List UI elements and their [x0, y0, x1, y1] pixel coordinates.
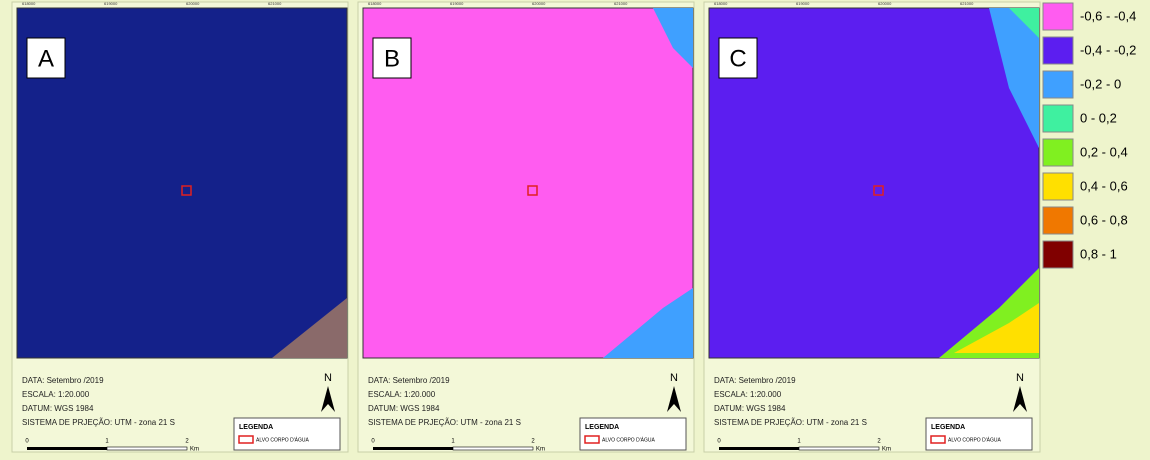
- panel-label: B: [384, 45, 400, 72]
- north-arrow: [1013, 386, 1027, 412]
- map-region: [653, 8, 693, 68]
- scale-label: 2: [185, 439, 189, 445]
- legend-swatch: [1042, 172, 1074, 201]
- map-region: [989, 8, 1039, 148]
- map-info: DATA: Setembro /2019: [714, 376, 796, 385]
- legend-swatch: [1042, 104, 1074, 133]
- scale-label: 0: [25, 439, 29, 445]
- coordinate-label: 619000: [104, 1, 118, 6]
- legend-label: 0,6 - 0,8: [1080, 212, 1128, 227]
- north-arrow: [321, 386, 335, 412]
- map-info: DATA: Setembro /2019: [368, 376, 450, 385]
- scale-bar: [452, 446, 534, 451]
- inset-legend-item: ALVO CORPO D'ÁGUA: [256, 436, 309, 443]
- scale-unit: Km: [536, 447, 545, 453]
- scale-label: 0: [371, 439, 375, 445]
- coordinate-label: 618000: [22, 1, 36, 6]
- legend-label: 0,8 - 1: [1080, 246, 1117, 261]
- inset-legend-title: LEGENDA: [585, 424, 619, 431]
- legend-swatch: [1042, 138, 1074, 167]
- scale-bar: [373, 447, 453, 450]
- legend-label: 0,2 - 0,4: [1080, 144, 1128, 159]
- legend-label: -0,4 - -0,2: [1080, 42, 1136, 57]
- coordinate-label: 620000: [878, 1, 892, 6]
- legend-swatch: [1042, 2, 1074, 31]
- legend-label: -0,2 - 0: [1080, 76, 1121, 91]
- legend-swatch: [1042, 206, 1074, 235]
- north-label: N: [324, 372, 332, 384]
- inset-legend-item: ALVO CORPO D'ÁGUA: [948, 436, 1001, 443]
- inset-legend-symbol: [584, 435, 600, 444]
- panel-label: A: [38, 45, 54, 72]
- coordinate-label: 621000: [614, 1, 628, 6]
- scale-label: 2: [531, 439, 535, 445]
- target-marker: [873, 185, 884, 196]
- legend-swatch: [1042, 240, 1074, 269]
- scale-unit: Km: [190, 447, 199, 453]
- coordinate-label: 618000: [714, 1, 728, 6]
- map-info: ESCALA: 1:20.000: [714, 390, 782, 399]
- inset-legend-item: ALVO CORPO D'ÁGUA: [602, 436, 655, 443]
- map-info: DATUM: WGS 1984: [22, 404, 94, 413]
- map-region: [603, 288, 693, 358]
- north-arrow: [667, 386, 681, 412]
- scale-bar: [798, 446, 880, 451]
- scale-label: 0: [717, 439, 721, 445]
- map-info: ESCALA: 1:20.000: [368, 390, 436, 399]
- inset-legend-symbol: [930, 435, 946, 444]
- legend-swatch: [1042, 36, 1074, 65]
- panel-label-box: [372, 37, 412, 79]
- map-region: [954, 303, 1039, 353]
- scale-unit: Km: [882, 447, 891, 453]
- coordinate-label: 621000: [960, 1, 974, 6]
- north-label: N: [670, 372, 678, 384]
- panel-label-box: [718, 37, 758, 79]
- map-image: [16, 7, 348, 359]
- coordinate-label: 621000: [268, 1, 282, 6]
- map-info: DATA: Setembro /2019: [22, 376, 104, 385]
- scale-label: 1: [105, 439, 109, 445]
- panel-label-box: [26, 37, 66, 79]
- inset-legend-title: LEGENDA: [931, 424, 965, 431]
- legend-label: 0 - 0,2: [1080, 110, 1117, 125]
- target-marker: [181, 185, 192, 196]
- map-image: [708, 7, 1040, 359]
- map-info: DATUM: WGS 1984: [368, 404, 440, 413]
- legend-swatch: [1042, 70, 1074, 99]
- coordinate-label: 620000: [532, 1, 546, 6]
- inset-legend-symbol: [238, 435, 254, 444]
- scale-label: 1: [451, 439, 455, 445]
- scale-bar: [719, 447, 799, 450]
- panel-label: C: [729, 45, 746, 72]
- coordinate-label: 620000: [186, 1, 200, 6]
- map-info: SISTEMA DE PRJEÇÃO: UTM - zona 21 S: [714, 418, 867, 427]
- inset-legend-box: [579, 417, 687, 451]
- scale-label: 2: [877, 439, 881, 445]
- inset-legend-box: [233, 417, 341, 451]
- map-info: ESCALA: 1:20.000: [22, 390, 90, 399]
- coordinate-label: 618000: [368, 1, 382, 6]
- coordinate-label: 619000: [450, 1, 464, 6]
- map-info: SISTEMA DE PRJEÇÃO: UTM - zona 21 S: [22, 418, 175, 427]
- map-region: [272, 298, 347, 358]
- legend-label: -0,6 - -0,4: [1080, 8, 1136, 23]
- target-marker: [527, 185, 538, 196]
- map-info: DATUM: WGS 1984: [714, 404, 786, 413]
- inset-legend-box: [925, 417, 1033, 451]
- map-region: [1009, 8, 1039, 38]
- map-info: SISTEMA DE PRJEÇÃO: UTM - zona 21 S: [368, 418, 521, 427]
- inset-legend-title: LEGENDA: [239, 424, 273, 431]
- scale-label: 1: [797, 439, 801, 445]
- scale-bar: [106, 446, 188, 451]
- legend-label: 0,4 - 0,6: [1080, 178, 1128, 193]
- coordinate-label: 619000: [796, 1, 810, 6]
- scale-bar: [27, 447, 107, 450]
- map-image: [362, 7, 694, 359]
- north-label: N: [1016, 372, 1024, 384]
